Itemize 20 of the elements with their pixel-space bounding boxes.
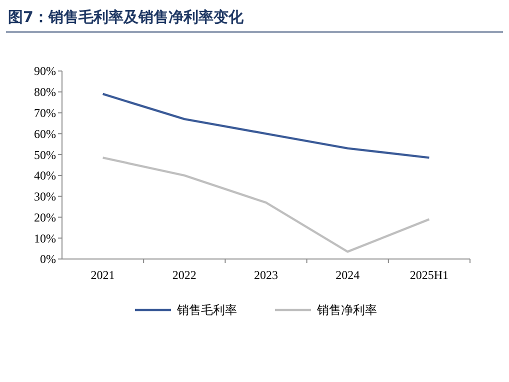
line-series — [102, 92, 430, 159]
legend-label: 销售毛利率 — [176, 303, 237, 318]
y-tick-label: 30% — [34, 190, 56, 204]
chart-title: 图7：销售毛利率及销售净利率变化 — [8, 8, 244, 26]
y-tick-label: 20% — [34, 210, 56, 224]
y-tick-label: 70% — [34, 106, 56, 120]
y-tick-label: 10% — [34, 231, 56, 246]
x-tick-label: 2021 — [90, 268, 115, 282]
legend-label: 销售净利率 — [316, 303, 377, 318]
y-tick-label: 0% — [40, 252, 56, 266]
y-tick-label: 80% — [34, 85, 56, 100]
y-tick-label: 60% — [34, 126, 56, 141]
x-tick-label: 2023 — [254, 268, 278, 282]
y-tick-label: 50% — [34, 148, 56, 162]
y-tick-label: 40% — [34, 168, 56, 183]
x-tick-label: 2024 — [336, 268, 360, 282]
x-tick-label: 2025H1 — [410, 268, 449, 282]
x-tick-label: 2022 — [172, 268, 196, 282]
y-tick-label: 90% — [34, 64, 56, 78]
line-series — [102, 156, 430, 253]
